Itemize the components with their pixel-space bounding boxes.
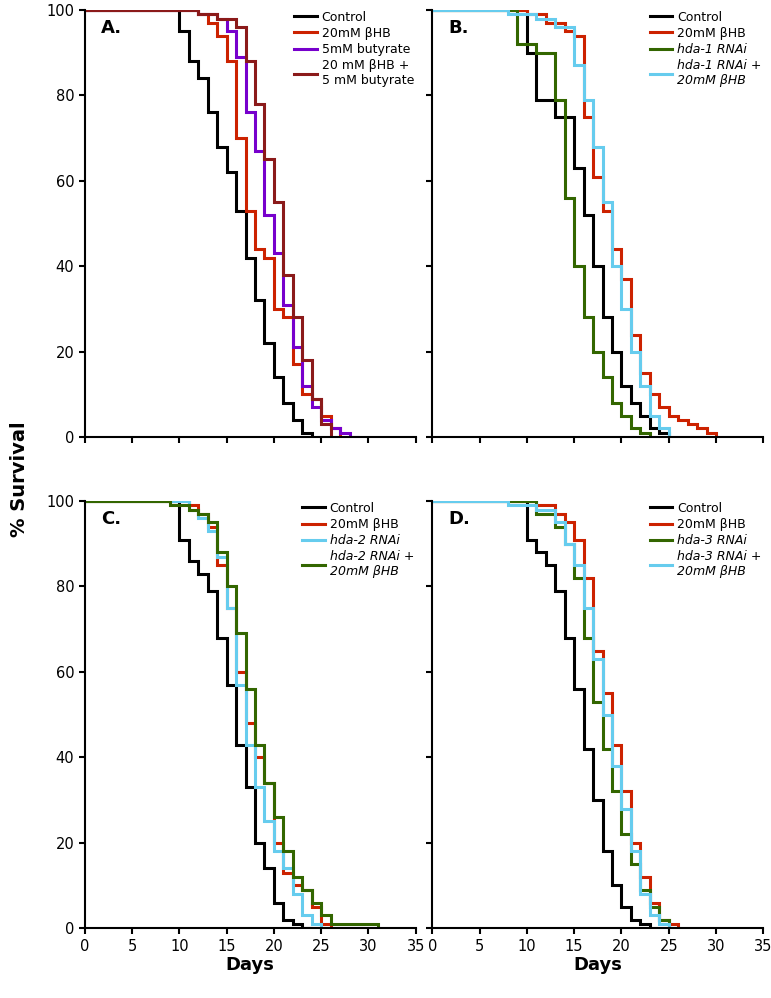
X-axis label: Days: Days xyxy=(574,956,622,974)
Legend: Control, 20mM βHB, hda-2 RNAi, hda-2 RNAi +
20mM βHB: Control, 20mM βHB, hda-2 RNAi, hda-2 RNA… xyxy=(297,497,419,583)
Text: C.: C. xyxy=(101,510,122,528)
Legend: Control, 20mM βHB, 5mM butyrate, 20 mM βHB +
5 mM butyrate: Control, 20mM βHB, 5mM butyrate, 20 mM β… xyxy=(289,6,419,92)
Text: B.: B. xyxy=(449,19,470,37)
X-axis label: Days: Days xyxy=(226,956,274,974)
Legend: Control, 20mM βHB, hda-1 RNAi, hda-1 RNAi +
20mM βHB: Control, 20mM βHB, hda-1 RNAi, hda-1 RNA… xyxy=(645,6,766,92)
Legend: Control, 20mM βHB, hda-3 RNAi, hda-3 RNAi +
20mM βHB: Control, 20mM βHB, hda-3 RNAi, hda-3 RNA… xyxy=(645,497,766,583)
Text: A.: A. xyxy=(101,19,123,37)
Text: % Survival: % Survival xyxy=(10,421,29,537)
Text: D.: D. xyxy=(449,510,471,528)
